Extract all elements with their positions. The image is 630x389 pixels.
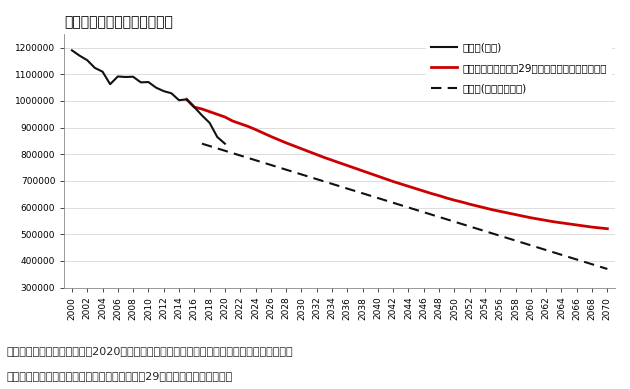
出生数(実績) <box>152 85 160 90</box>
Text: 人口問題研究所「日本の将来推計人口」（平成29年推計）等から筆者作成: 人口問題研究所「日本の将来推計人口」（平成29年推計）等から筆者作成 <box>6 371 232 381</box>
出生数(トレンド延長) <box>435 215 443 219</box>
出生数(実績) <box>106 82 114 86</box>
出生数(実績) <box>175 98 183 103</box>
出生数(実績) <box>68 48 76 53</box>
将来推計人口（平成29年、出生中位・死亡中位） <box>458 200 466 204</box>
出生数(実績) <box>183 97 190 102</box>
出生数(実績) <box>83 58 91 63</box>
出生数(実績) <box>221 141 229 146</box>
出生数(実績) <box>160 89 168 93</box>
出生数(実績) <box>198 113 206 118</box>
出生数(トレンド延長) <box>443 217 450 222</box>
出生数(トレンド延長) <box>198 141 206 146</box>
将来推計人口（平成29年、出生中位・死亡中位） <box>420 189 428 193</box>
Text: 図表１：出生数の実績と予測: 図表１：出生数の実績と予測 <box>64 15 173 29</box>
将来推計人口（平成29年、出生中位・死亡中位） <box>336 161 343 165</box>
出生数(実績) <box>129 74 137 79</box>
出生数(実績) <box>76 53 83 58</box>
出生数(トレンド延長) <box>351 189 358 193</box>
出生数(トレンド延長) <box>474 226 481 231</box>
出生数(実績) <box>145 80 152 84</box>
Line: 将来推計人口（平成29年、出生中位・死亡中位）: 将来推計人口（平成29年、出生中位・死亡中位） <box>186 100 607 229</box>
Text: （出所）厚労省「令和２年（2020）人口動態統計（確定数）の概況」および国立社会保障・: （出所）厚労省「令和２年（2020）人口動態統計（確定数）の概況」および国立社会… <box>6 346 293 356</box>
出生数(実績) <box>168 91 175 96</box>
将来推計人口（平成29年、出生中位・死亡中位） <box>443 196 450 200</box>
Line: 出生数(トレンド延長): 出生数(トレンド延長) <box>202 144 607 269</box>
出生数(トレンド延長) <box>267 163 275 167</box>
将来推計人口（平成29年、出生中位・死亡中位） <box>183 97 190 102</box>
出生数(実績) <box>214 135 221 139</box>
Line: 出生数(実績): 出生数(実績) <box>72 50 225 144</box>
出生数(実績) <box>206 121 214 125</box>
出生数(実績) <box>190 105 198 109</box>
出生数(トレンド延長) <box>420 210 428 215</box>
出生数(トレンド延長) <box>604 266 611 271</box>
出生数(実績) <box>114 74 122 79</box>
Legend: 出生数(実績), 将来推計人口（平成29年、出生中位・死亡中位）, 出生数(トレンド延長): 出生数(実績), 将来推計人口（平成29年、出生中位・死亡中位）, 出生数(トレ… <box>426 37 612 99</box>
出生数(実績) <box>91 66 99 70</box>
出生数(実績) <box>137 80 144 85</box>
将来推計人口（平成29年、出生中位・死亡中位） <box>190 105 198 109</box>
出生数(実績) <box>99 69 106 74</box>
出生数(実績) <box>122 75 129 79</box>
将来推計人口（平成29年、出生中位・死亡中位） <box>604 226 611 231</box>
将来推計人口（平成29年、出生中位・死亡中位） <box>504 211 512 216</box>
